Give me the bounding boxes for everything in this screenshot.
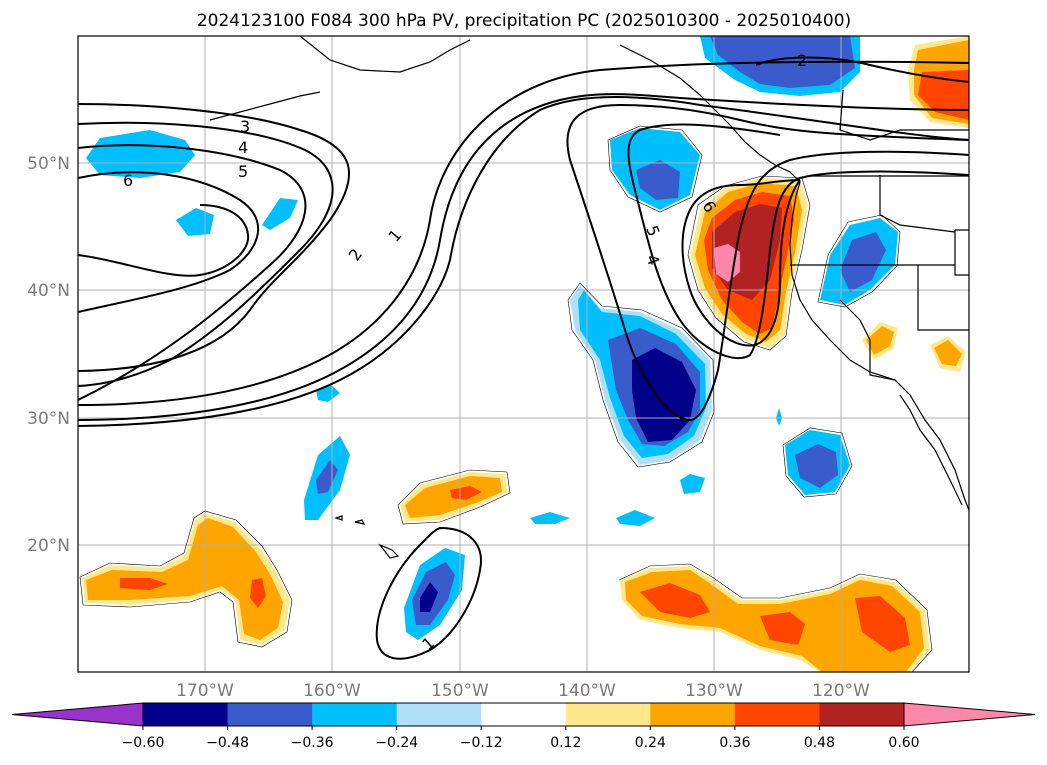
precip-pos-shade-ne-core <box>918 70 969 120</box>
precip-neg-shade-spot5 <box>776 408 782 426</box>
precip-neg-shade-hawaii-se-core <box>420 582 438 612</box>
colorbar-tick-label: −0.12 <box>460 735 503 751</box>
map-border <box>77 35 970 673</box>
colorbar-tick-label: 0.48 <box>804 735 835 751</box>
lat-label-30n: 30°N <box>27 409 70 429</box>
colorbar-segment <box>650 703 736 726</box>
precip-neg-shade-spot4 <box>616 510 655 526</box>
colorbar-tick-label: −0.48 <box>206 735 249 751</box>
gridlines <box>78 36 969 672</box>
colorbar-border <box>142 702 905 727</box>
colorbar-segment <box>143 703 229 726</box>
precip-pos-shade-az2 <box>934 340 962 366</box>
colorbar-tick-label: −0.36 <box>291 735 334 751</box>
lon-label-130w: 130°W <box>685 681 743 701</box>
precip-neg-shade-interior-core <box>840 232 886 292</box>
map-area: 1 2 3 4 5 6 6 5 4 2 1 <box>78 36 969 672</box>
colorbar-tick-label: 0.60 <box>888 735 919 751</box>
precip-neg-shade-offshore-core <box>636 160 680 200</box>
lon-label-150w: 150°W <box>431 681 489 701</box>
precip-pos-shade-sw-core2 <box>250 578 266 608</box>
pv-contour-lines <box>78 56 969 660</box>
contour-label-3: 3 <box>240 117 250 136</box>
colorbar-segment <box>227 703 313 726</box>
lon-label-170w: 170°W <box>176 681 234 701</box>
alaska-coast <box>299 36 471 73</box>
colorbar-extend-high <box>903 702 1036 727</box>
colorbar: −0.60 −0.48 −0.36 −0.24 −0.12 0.12 0.24 0.36 0.4… <box>11 702 1036 751</box>
precip-pos-shade-sw-core1 <box>120 578 168 590</box>
canada-province-border <box>839 89 969 141</box>
colorbar-tick-label: 0.36 <box>719 735 750 751</box>
precip-neg-shade-spot3 <box>530 512 570 524</box>
state-border-4 <box>917 265 969 331</box>
colorbar-segment <box>565 703 651 726</box>
contour-label-4a: 4 <box>238 138 248 157</box>
colorbar-segment <box>481 703 567 726</box>
precip-pos-shade-south-core2 <box>760 612 805 645</box>
pv-contour-1 <box>78 103 350 372</box>
precip-neg-shade-baja-core <box>795 444 838 488</box>
contour-label-5a: 5 <box>238 162 248 181</box>
lon-label-140w: 140°W <box>558 681 616 701</box>
baja-coast <box>899 394 963 506</box>
precip-pos-shade-hawaii-core <box>450 486 482 500</box>
precip-neg-shade-nw3 <box>262 198 298 230</box>
lat-label-40n: 40°N <box>27 281 70 301</box>
state-border-3 <box>839 299 896 381</box>
colorbar-segment <box>312 703 398 726</box>
lon-label-120w: 120°W <box>812 681 870 701</box>
lon-label-160w: 160°W <box>303 681 361 701</box>
lat-label-50n: 50°N <box>27 154 70 174</box>
pv-contour-1-sub <box>375 526 482 660</box>
colorbar-tick-label: −0.60 <box>122 735 165 751</box>
lat-label-20n: 20°N <box>27 536 70 556</box>
precip-neg-shade-nw <box>86 130 195 178</box>
state-border-5 <box>954 229 969 276</box>
latitude-labels: 50°N 40°N 30°N 20°N <box>27 154 70 556</box>
contour-label-2b: 2 <box>797 51 807 70</box>
longitude-labels: 170°W 160°W 150°W 140°W 130°W 120°W <box>176 681 870 701</box>
precip-pos-shade-south-core1 <box>640 583 710 618</box>
precip-contour-lines <box>79 125 933 672</box>
contour-label-6a: 6 <box>123 171 133 190</box>
hawaii-islands <box>334 515 400 559</box>
figure-title: 2024123100 F084 300 hPa PV, precipitatio… <box>197 11 851 31</box>
precip-pos-shade-sw <box>86 518 283 640</box>
negative-precip-shading <box>86 36 898 640</box>
colorbar-extend-low <box>11 702 144 727</box>
colorbar-tick-label: 0.24 <box>635 735 666 751</box>
positive-precip-shading <box>82 36 969 672</box>
colorbar-segment <box>734 703 820 726</box>
pv-contour-2-ne <box>755 56 969 83</box>
colorbar-tick-label: −0.24 <box>375 735 418 751</box>
precip-pos-shade-az1 <box>866 326 894 355</box>
state-border-2 <box>879 175 956 233</box>
colorbar-segment <box>396 703 482 726</box>
colorbar-segment <box>819 703 905 726</box>
precip-neg-shade-spot2 <box>680 474 705 494</box>
colorbar-tick-label: 0.12 <box>550 735 581 751</box>
precip-pos-shade-south-core3 <box>855 596 910 652</box>
